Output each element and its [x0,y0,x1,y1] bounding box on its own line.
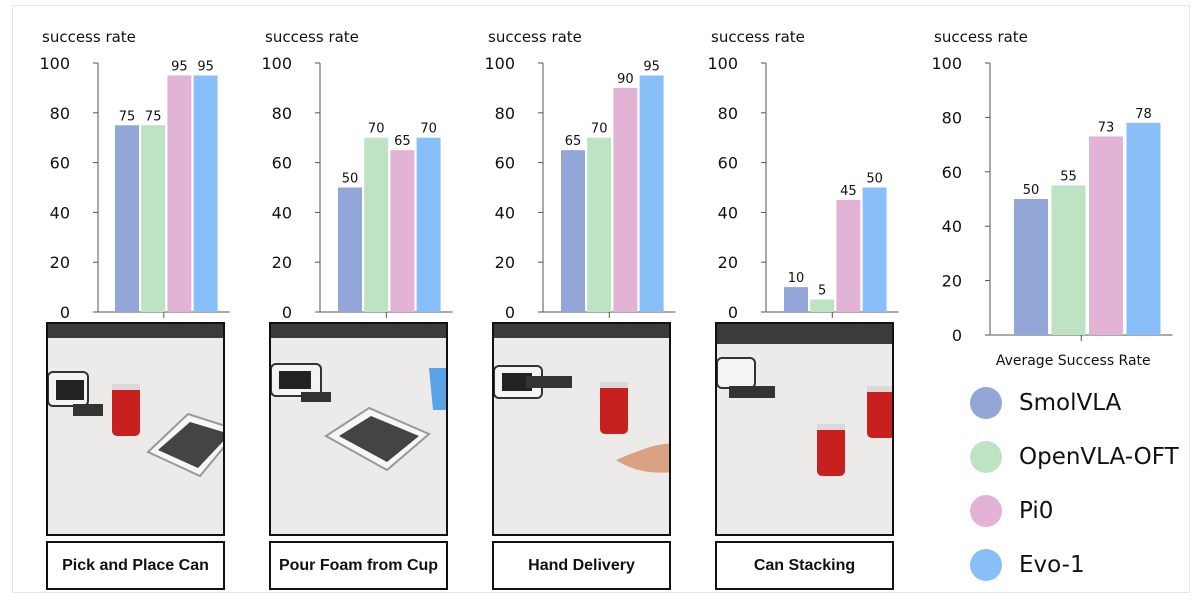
data-label-evo-1: 70 [420,122,437,137]
data-label-evo-1: 50 [866,172,883,187]
data-label-smolvla: 75 [119,109,136,124]
y-tick-label: 40 [272,203,292,222]
y-axis-label: success rate [934,28,1028,46]
y-axis-label: success rate [265,28,359,46]
task-photo-can-stacking [715,322,894,536]
bar-evo-1 [193,75,218,312]
legend-item-smolvla: SmolVLA [970,383,1121,423]
legend-item-pi0: Pi0 [970,491,1053,531]
task-label-can-stacking: Can Stacking [715,541,894,590]
data-label-smolvla: 50 [342,172,359,187]
y-tick-label: 80 [272,104,292,123]
legend-item-evo-1: Evo-1 [970,545,1085,585]
task-label-pick-and-place-can: Pick and Place Can [46,541,225,590]
y-tick-label: 80 [495,104,515,123]
y-tick-label: 20 [718,253,738,272]
y-tick-label: 60 [718,154,738,173]
y-tick-label: 20 [495,253,515,272]
y-tick-label: 0 [282,303,292,322]
data-label-openvla-oft: 70 [368,122,385,137]
data-label-pi0: 65 [394,134,411,149]
data-label-openvla-oft: 5 [818,284,826,299]
task-photo-pick-and-place-can [46,322,225,536]
data-label-evo-1: 95 [643,59,660,74]
bar-smolvla [561,150,585,312]
legend-item-openvla-oft: OpenVLA-OFT [970,437,1179,477]
task-label-hand-delivery: Hand Delivery [492,541,671,590]
bar-openvla-oft [364,137,389,312]
bar-evo-1 [862,187,887,312]
bar-openvla-oft [1051,185,1086,335]
bar-pi0 [1089,136,1123,335]
y-tick-label: 60 [942,163,962,182]
legend-swatch-evo-1 [970,549,1002,581]
y-tick-label: 0 [728,303,738,322]
y-tick-label: 80 [942,108,962,127]
bar-smolvla [115,125,139,312]
data-label-openvla-oft: 55 [1060,169,1077,184]
y-tick-label: 0 [505,303,515,322]
data-label-evo-1: 95 [197,59,214,74]
bar-pi0 [167,75,192,312]
legend-label-smolvla: SmolVLA [1019,390,1122,416]
y-tick-label: 60 [272,154,292,173]
legend-swatch-smolvla [970,387,1002,419]
data-label-evo-1: 78 [1135,107,1152,122]
bar-smolvla [784,287,808,312]
data-label-pi0: 73 [1098,120,1115,135]
y-tick-label: 60 [495,154,515,173]
bar-evo-1 [639,75,664,312]
legend-label-openvla-oft: OpenVLA-OFT [1019,444,1179,470]
y-tick-label: 60 [50,154,70,173]
y-tick-label: 20 [50,253,70,272]
data-label-smolvla: 65 [565,134,582,149]
y-axis-label: success rate [711,28,805,46]
bar-pi0 [390,150,415,312]
data-label-smolvla: 10 [788,271,805,286]
y-tick-label: 100 [707,54,738,73]
legend-label-pi0: Pi0 [1019,498,1054,524]
data-label-pi0: 45 [840,184,857,199]
x-axis-label: Average Success Rate [996,353,1151,369]
data-label-openvla-oft: 70 [591,122,608,137]
y-tick-label: 0 [952,326,962,345]
y-tick-label: 40 [718,203,738,222]
data-label-smolvla: 50 [1023,183,1040,198]
y-tick-label: 20 [272,253,292,272]
task-photo-pour-foam-from-cup [269,322,448,536]
bar-evo-1 [416,137,441,312]
bar-openvla-oft [810,299,835,312]
bar-smolvla [338,187,362,312]
legend-swatch-openvla-oft [970,441,1002,473]
bar-pi0 [836,199,861,312]
y-tick-label: 40 [495,203,515,222]
y-tick-label: 100 [39,54,70,73]
y-tick-label: 100 [261,54,292,73]
task-label-pour-foam-from-cup: Pour Foam from Cup [269,541,448,590]
y-tick-label: 40 [942,217,962,236]
legend-label-evo-1: Evo-1 [1019,552,1085,578]
y-tick-label: 40 [50,203,70,222]
bar-evo-1 [1126,122,1161,335]
bar-openvla-oft [587,137,612,312]
bar-smolvla [1014,199,1048,335]
y-tick-label: 80 [50,104,70,123]
data-label-pi0: 90 [617,72,634,87]
bar-pi0 [613,87,638,313]
task-photo-hand-delivery [492,322,671,536]
y-tick-label: 20 [942,272,962,291]
y-tick-label: 80 [718,104,738,123]
bar-openvla-oft [141,125,166,312]
legend-swatch-pi0 [970,495,1002,527]
y-tick-label: 100 [484,54,515,73]
y-tick-label: 0 [60,303,70,322]
y-tick-label: 100 [931,54,962,73]
data-label-pi0: 95 [171,59,188,74]
data-label-openvla-oft: 75 [145,109,162,124]
y-axis-label: success rate [42,28,136,46]
y-axis-label: success rate [488,28,582,46]
